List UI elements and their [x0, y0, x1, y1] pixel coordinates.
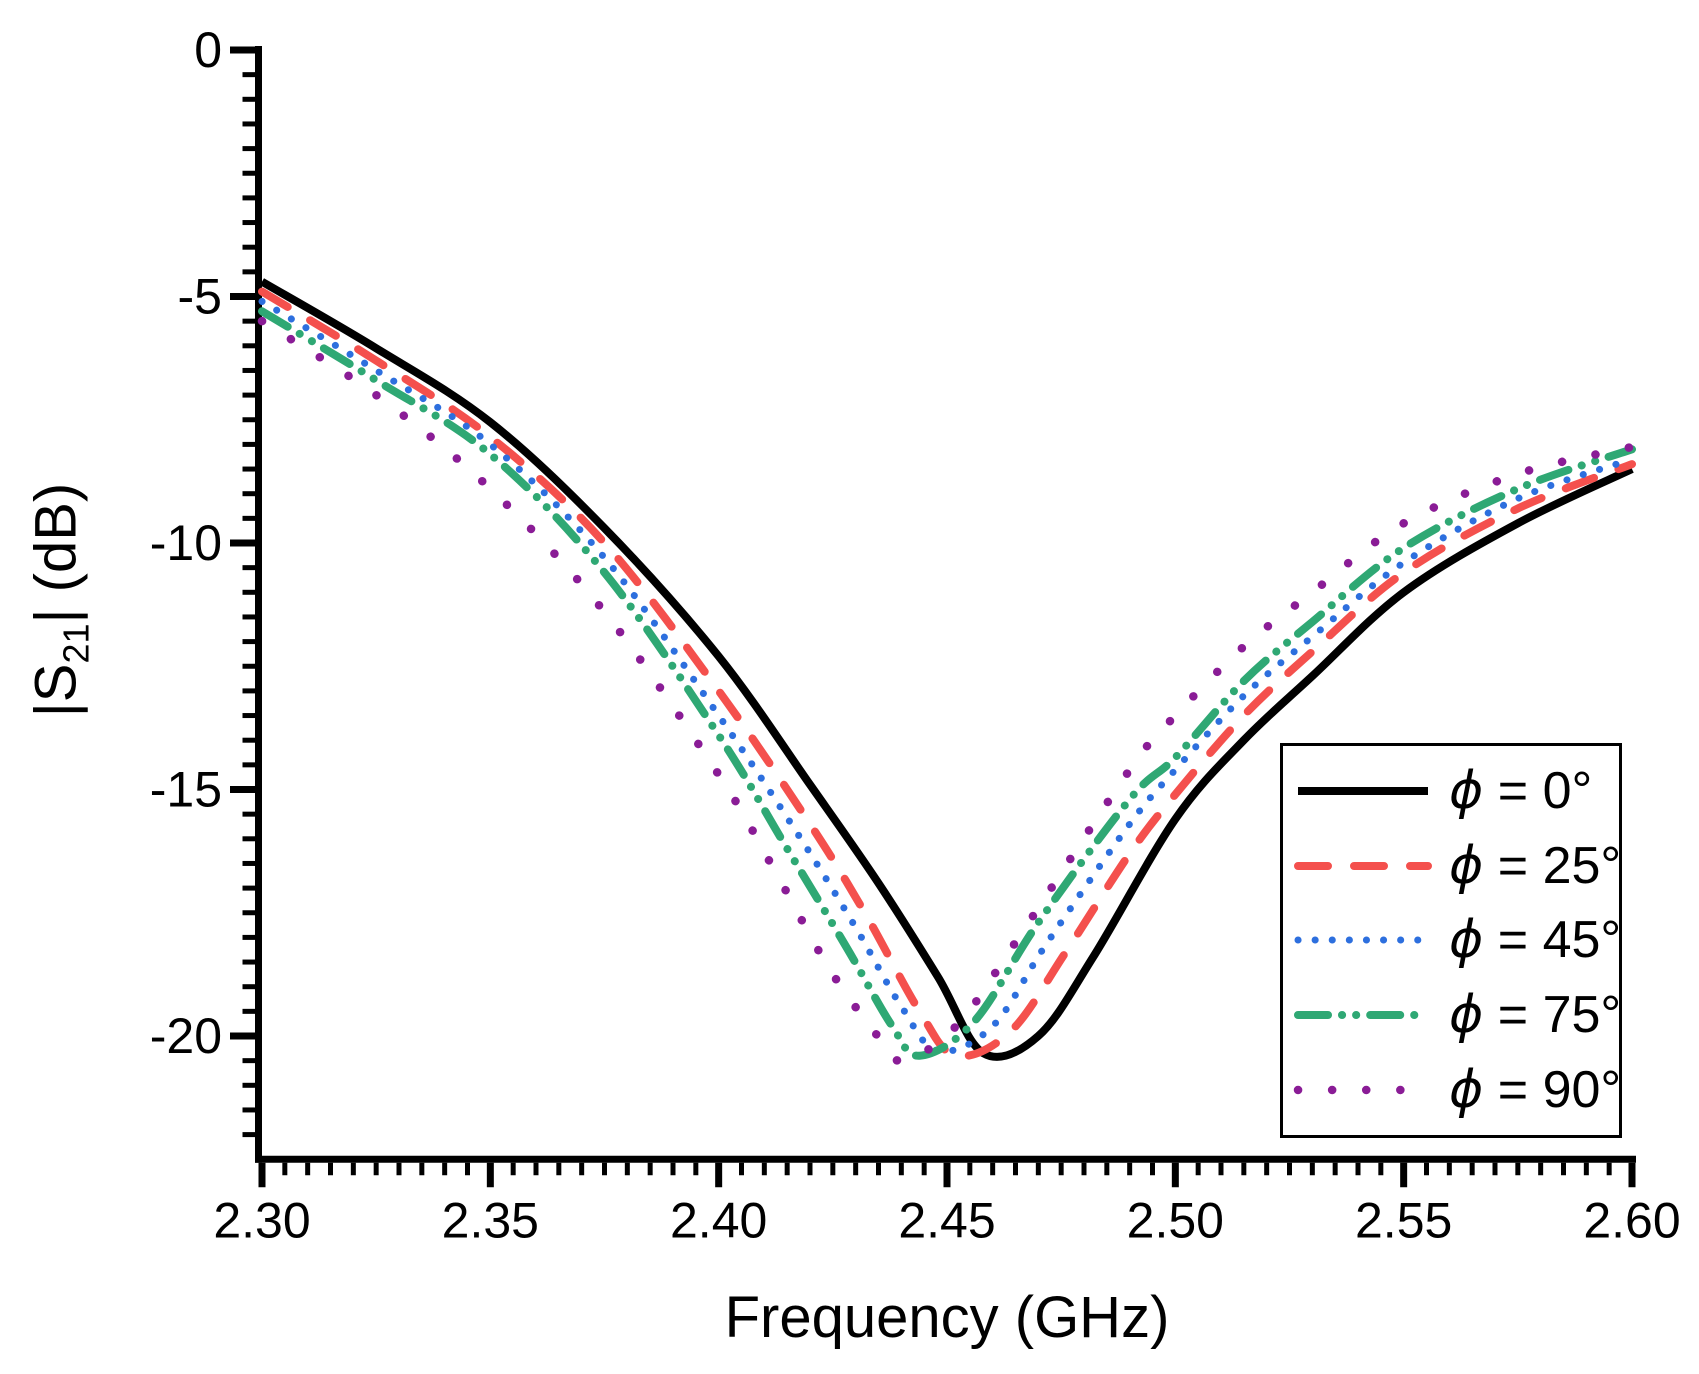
phi-symbol: ϕ [1449, 985, 1484, 1046]
series-curve-phi75 [258, 307, 1636, 1060]
x-tick-label: 2.30 [213, 1192, 310, 1248]
phi-symbol: ϕ [1449, 835, 1484, 896]
x-tick-label: 2.60 [1583, 1192, 1680, 1248]
legend-item-phi0: ϕ = 0° [1293, 761, 1615, 821]
phi-symbol: ϕ [1449, 1059, 1484, 1120]
x-tick-label: 2.45 [898, 1192, 995, 1248]
legend-label-phi90: ϕ = 90° [1449, 1059, 1622, 1120]
y-tick-label: 0 [194, 22, 222, 78]
y-tick-label: -5 [178, 269, 222, 325]
legend-line-sample-phi25 [1294, 861, 1432, 870]
phi-symbol: ϕ [1449, 910, 1484, 971]
legend-line-sample-phi90 [1293, 1085, 1433, 1094]
legend-line-sample-phi45 [1294, 936, 1432, 944]
x-tick-label: 2.50 [1127, 1192, 1224, 1248]
legend-item-phi90: ϕ = 90° [1293, 1060, 1621, 1120]
legend-label-phi45: ϕ = 45° [1449, 910, 1622, 971]
legend-item-phi45: ϕ = 45° [1293, 910, 1621, 970]
legend: ϕ = 0° ϕ = 25° ϕ = 45° ϕ = 75° ϕ = 90° [1280, 743, 1622, 1138]
y-tick-label: -15 [150, 762, 222, 818]
series-curve-phi90 [257, 316, 1637, 1065]
x-tick-label: 2.55 [1355, 1192, 1452, 1248]
series-curve-phi45 [258, 297, 1636, 1055]
y-title-subscript: 21 [55, 623, 97, 664]
y-tick-label: -10 [150, 515, 222, 571]
legend-line-sample-phi0 [1298, 787, 1428, 796]
y-title-prefix: |S [23, 663, 89, 718]
legend-label-phi0: ϕ = 0° [1449, 761, 1593, 822]
x-tick-label: 2.40 [670, 1192, 767, 1248]
x-axis-title: Frequency (GHz) [724, 1285, 1170, 1350]
legend-item-phi25: ϕ = 25° [1293, 836, 1621, 896]
series-curve-phi0 [259, 278, 1634, 1061]
legend-line-sample-phi75 [1294, 1011, 1432, 1020]
phi-symbol: ϕ [1449, 761, 1484, 822]
x-tick-label: 2.35 [442, 1192, 539, 1248]
y-title-suffix: | (dB) [23, 482, 89, 624]
legend-label-phi75: ϕ = 75° [1449, 985, 1622, 1046]
legend-item-phi75: ϕ = 75° [1293, 985, 1621, 1045]
y-axis-title: |S21| (dB) [23, 483, 98, 718]
legend-label-phi25: ϕ = 25° [1449, 835, 1622, 896]
y-tick-label: -20 [150, 1008, 222, 1064]
series-curve-phi25 [258, 287, 1636, 1061]
